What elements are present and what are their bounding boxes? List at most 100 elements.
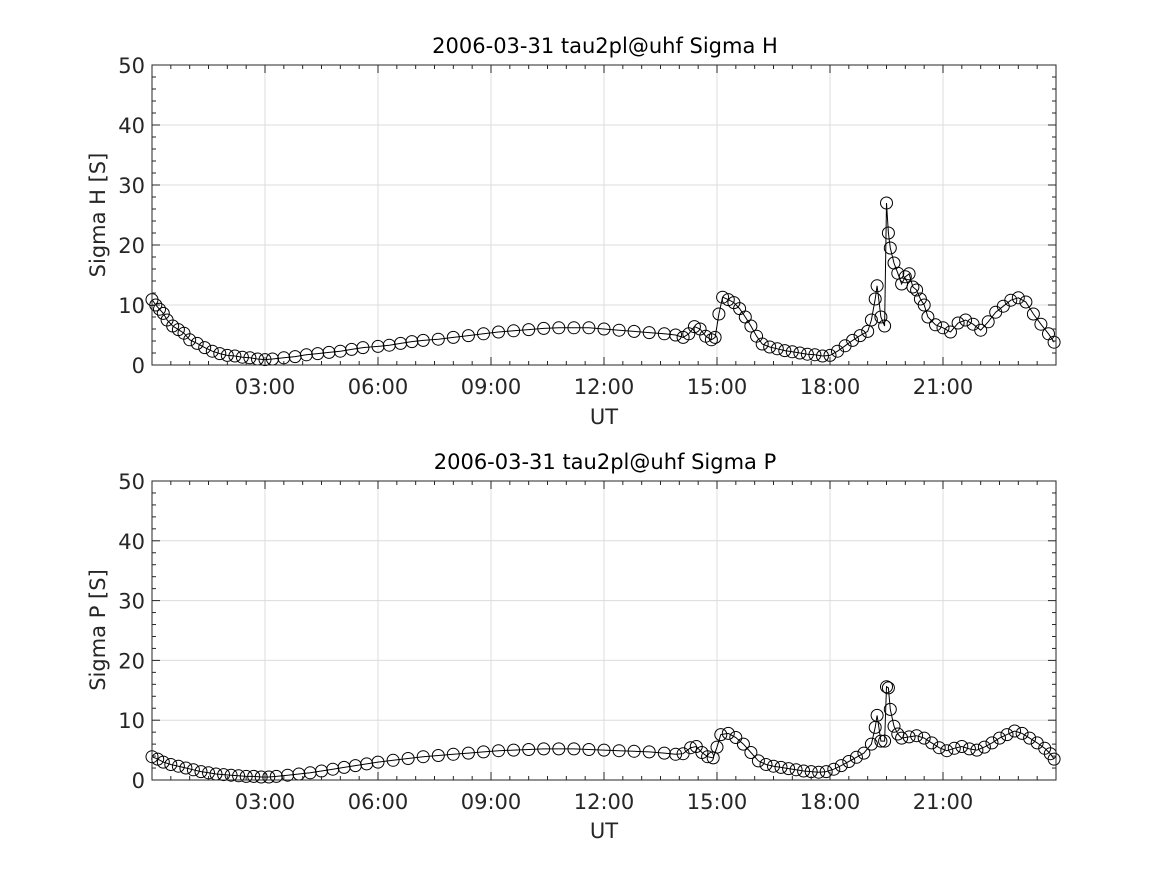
sigma-h-data-point (669, 328, 683, 342)
sigma-p-data-point (669, 747, 683, 761)
sigma-p-data-point (1047, 752, 1061, 766)
sigma-p-data-point (744, 746, 758, 759)
sigma-h-panel: 2006-03-31 tau2pl@uhf Sigma H 03:00 06:00… (86, 34, 1061, 429)
sigma-p-data-point (736, 737, 750, 751)
sigma-p-data-point (171, 759, 185, 773)
sigma-p-data-point (857, 746, 871, 760)
sigma-p-data-point (849, 750, 863, 764)
sigma-p-data-point (194, 765, 208, 779)
sigma-p-data-point (782, 762, 796, 776)
sigma-h-data-point (708, 330, 722, 344)
sigma-h-data-point (929, 318, 942, 332)
sigma-p-data-point (819, 765, 833, 779)
sigma-h-data-point (816, 349, 829, 363)
sigma-h-data-point (153, 302, 166, 316)
sigma-h-series-line (151, 202, 1055, 361)
sigma-h-data-point (878, 319, 892, 333)
sigma-p-data-point (751, 754, 765, 768)
sigma-h-data-point (1019, 295, 1033, 309)
sigma-p-data-point (262, 770, 276, 784)
sigma-h-data-point (881, 226, 895, 240)
sigma-p-data-point (910, 729, 924, 743)
sigma-h-data-point (213, 347, 227, 361)
sigma-h-data-point (461, 329, 475, 343)
sigma-h-data-point (770, 342, 784, 356)
sigma-p-data-point (977, 740, 991, 754)
sigma-p-data (145, 680, 1061, 784)
sigma-h-title: 2006-03-31 tau2pl@uhf Sigma H (432, 34, 778, 58)
sigma-h-ticks: 03:00 06:00 09:00 12:00 15:00 18:00 21:00 0 10 20… (118, 54, 1056, 399)
sigma-h-data-point (870, 279, 884, 293)
sigma-p-data-point (789, 763, 803, 777)
sigma-p-y-tick-label: 0 (132, 769, 145, 793)
sigma-p-data-point (767, 759, 780, 773)
sigma-h-y-tick-label: 0 (132, 354, 145, 378)
sigma-p-data-point (401, 752, 415, 765)
sigma-h-x-tick-label: 21:00 (913, 375, 974, 399)
sigma-p-data-point (269, 769, 283, 783)
sigma-p-data-point (281, 768, 295, 782)
sigma-h-data-point (800, 347, 814, 361)
sigma-h-x-tick-label: 15:00 (687, 375, 748, 399)
sigma-p-data-point (714, 728, 728, 742)
sigma-h-data-point (537, 321, 551, 335)
sigma-p-data-point (842, 755, 856, 768)
sigma-p-data-point (612, 744, 626, 758)
sigma-h-data-point (744, 319, 758, 333)
sigma-h-data-point (228, 349, 242, 363)
sigma-p-x-tick-label: 06:00 (348, 790, 409, 814)
sigma-p-data-point (955, 740, 969, 753)
sigma-p-y-tick-label: 10 (118, 709, 145, 733)
sigma-h-data-point (1034, 317, 1048, 331)
sigma-h-data-point (898, 270, 912, 284)
sigma-p-y-tick-label: 20 (118, 649, 145, 673)
sigma-h-data-point (906, 280, 920, 294)
sigma-h-data-point (763, 340, 777, 354)
sigma-p-data-point (254, 770, 268, 784)
sigma-p-data-point (985, 736, 999, 750)
sigma-h-data-point (778, 344, 792, 358)
sigma-h-data-point (322, 345, 336, 359)
sigma-p-data-point (164, 758, 178, 771)
sigma-h-data-point (371, 339, 385, 353)
sigma-p-y-tick-label: 40 (118, 530, 145, 554)
sigma-h-data-point (156, 306, 170, 320)
sigma-p-data-point (834, 759, 848, 773)
sigma-h-x-tick-label: 12:00 (574, 375, 635, 399)
sigma-p-data-point (962, 742, 976, 756)
sigma-p-data-point (232, 769, 246, 783)
sigma-h-y-tick-label: 40 (118, 114, 145, 138)
sigma-p-y-tick-label: 50 (118, 470, 145, 494)
sigma-h-data-point (567, 321, 581, 335)
sigma-h-data-point (431, 332, 445, 346)
sigma-p-data-point (880, 680, 893, 694)
sigma-h-data-point (657, 327, 671, 341)
sigma-p-data-point (797, 764, 811, 778)
sigma-h-data-point (597, 322, 611, 336)
sigma-h-data-point (944, 325, 957, 339)
sigma-p-data-point (642, 745, 656, 759)
sigma-h-data-point (446, 330, 460, 344)
sigma-p-data-point (371, 755, 385, 769)
sigma-h-data-point (149, 298, 163, 312)
sigma-h-data-point (507, 324, 521, 338)
sigma-p-data-point (970, 743, 984, 757)
sigma-h-data-point (1011, 291, 1025, 305)
sigma-p-ylabel: Sigma P [S] (86, 569, 110, 691)
sigma-p-data-point (883, 702, 897, 716)
sigma-p-data-point (552, 742, 566, 756)
sigma-h-data-point (712, 307, 726, 321)
sigma-p-x-tick-label: 21:00 (913, 790, 974, 814)
sigma-h-data-point (642, 326, 656, 340)
sigma-h-data-point (793, 346, 807, 360)
sigma-p-data-point (947, 741, 961, 755)
sigma-p-data-point (925, 736, 939, 750)
sigma-h-data-point (183, 333, 197, 347)
sigma-h-x-tick-label: 09:00 (461, 375, 522, 399)
sigma-h-data-point (755, 337, 769, 351)
sigma-p-data-point (759, 758, 773, 771)
sigma-h-y-tick-label: 10 (118, 294, 145, 318)
sigma-p-data-point (721, 726, 735, 740)
sigma-h-data-point (808, 348, 822, 362)
